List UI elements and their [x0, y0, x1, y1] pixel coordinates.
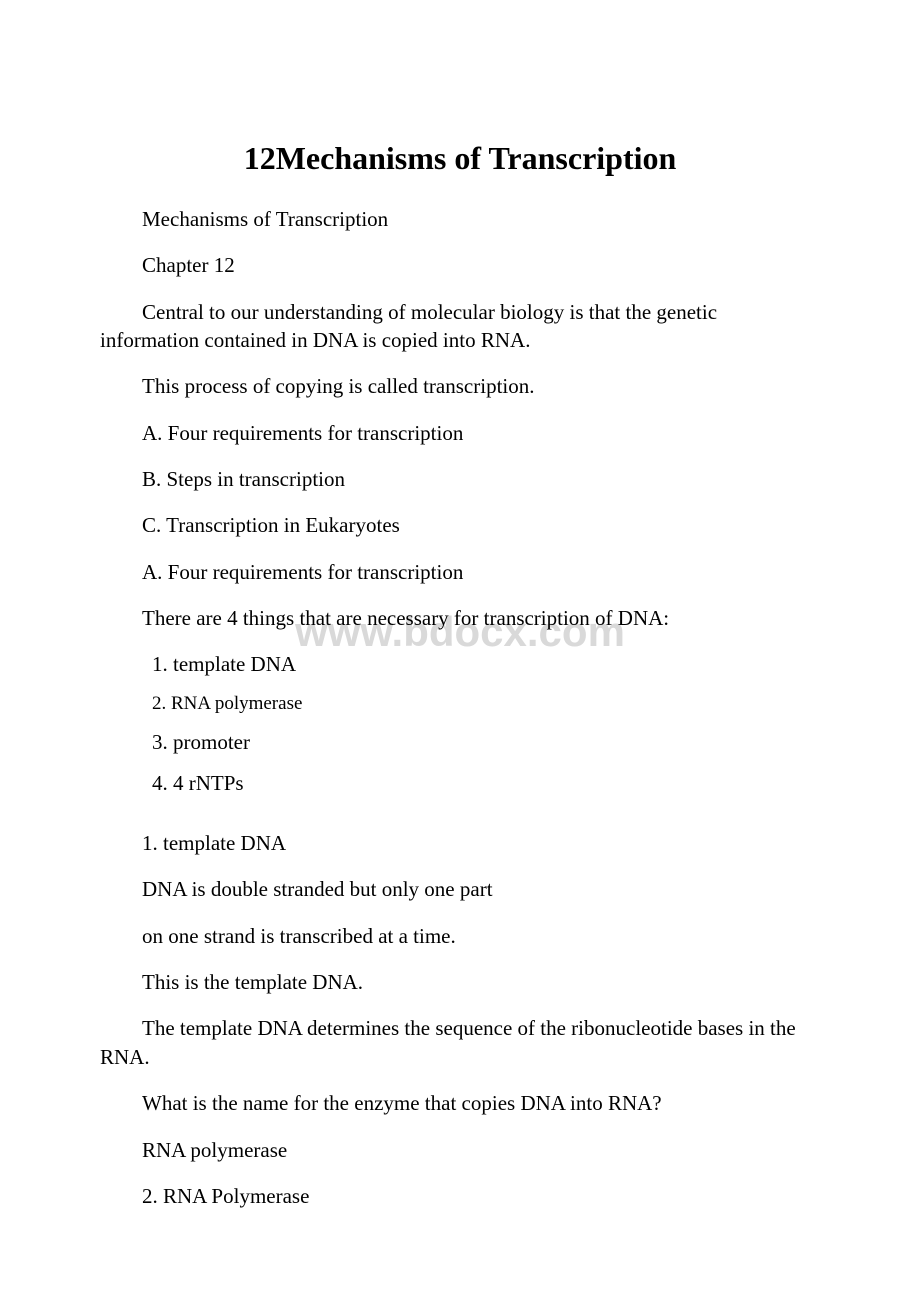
paragraph: A. Four requirements for transcription: [100, 558, 820, 586]
spacer: [100, 809, 820, 829]
list-item: 1. template DNA: [100, 650, 820, 678]
paragraph: DNA is double stranded but only one part: [100, 875, 820, 903]
paragraph: This is the template DNA.: [100, 968, 820, 996]
paragraph: B. Steps in transcription: [100, 465, 820, 493]
paragraph: What is the name for the enzyme that cop…: [100, 1089, 820, 1117]
list-item: 4. 4 rNTPs: [100, 769, 820, 797]
list-item: 3. promoter: [100, 728, 820, 756]
document-content: 12Mechanisms of Transcription Mechanisms…: [100, 140, 820, 1210]
paragraph: A. Four requirements for transcription: [100, 419, 820, 447]
paragraph: 1. template DNA: [100, 829, 820, 857]
paragraph: Mechanisms of Transcription: [100, 205, 820, 233]
list-item: 2. RNA polymerase: [100, 691, 820, 717]
paragraph: There are 4 things that are necessary fo…: [100, 604, 820, 632]
paragraph: C. Transcription in Eukaryotes: [100, 511, 820, 539]
paragraph: RNA polymerase: [100, 1136, 820, 1164]
paragraph: This process of copying is called transc…: [100, 372, 820, 400]
paragraph: 2. RNA Polymerase: [100, 1182, 820, 1210]
paragraph: Chapter 12: [100, 251, 820, 279]
paragraph: The template DNA determines the sequence…: [100, 1014, 820, 1071]
paragraph: Central to our understanding of molecula…: [100, 298, 820, 355]
text-run: Central to our understanding of molecula…: [100, 300, 717, 352]
paragraph: on one strand is transcribed at a time.: [100, 922, 820, 950]
page-title: 12Mechanisms of Transcription: [100, 140, 820, 177]
text-run: The template DNA determines the sequence…: [100, 1016, 796, 1068]
